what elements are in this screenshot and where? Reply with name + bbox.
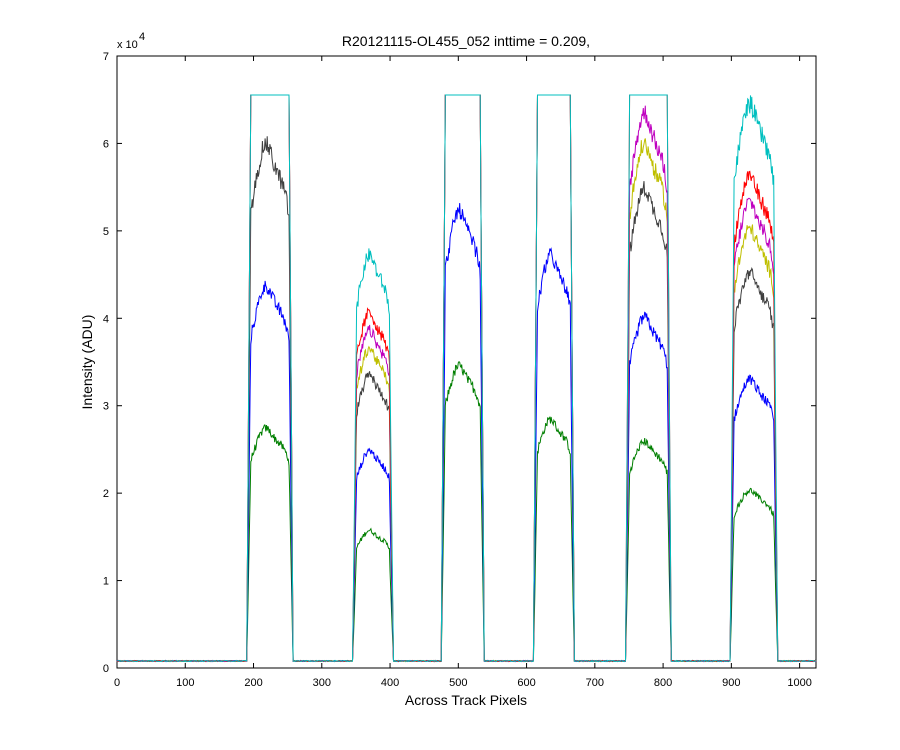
y-tick-label: 7	[103, 51, 109, 63]
y-tick-label: 1	[103, 576, 109, 588]
x-ticks: 0 100 200 300 400 500 600 700 800 900 1000	[114, 56, 812, 689]
x-tick-label: 100	[176, 677, 194, 689]
y-exponent-base: x 10	[117, 39, 138, 51]
series-line-7	[116, 94, 817, 663]
x-axis-label: Across Track Pixels	[405, 692, 527, 708]
x-tick-label: 200	[244, 677, 262, 689]
y-tick-label: 3	[103, 401, 109, 413]
y-tick-label: 2	[103, 488, 109, 500]
x-tick-label: 1000	[787, 677, 811, 689]
x-tick-label: 500	[449, 677, 467, 689]
x-tick-label: 400	[381, 677, 399, 689]
chart-title: R20121115-OL455_052 inttime = 0.209,	[342, 33, 590, 49]
y-tick-label: 6	[103, 138, 109, 150]
y-tick-label: 4	[103, 313, 109, 325]
y-tick-label: 0	[103, 663, 109, 675]
x-tick-label: 300	[313, 677, 331, 689]
x-tick-label: 900	[722, 677, 740, 689]
y-axis-label: Intensity (ADU)	[79, 315, 95, 410]
x-tick-label: 700	[586, 677, 604, 689]
series-layer	[116, 94, 817, 663]
y-exponent-power: 4	[139, 31, 145, 43]
x-tick-label: 800	[654, 677, 672, 689]
y-ticks: 0 1 2 3 4 5 6 7	[103, 51, 816, 675]
y-tick-label: 5	[103, 226, 109, 238]
x-tick-label: 0	[114, 677, 120, 689]
plot-area	[116, 55, 817, 669]
x-tick-label: 600	[517, 677, 535, 689]
